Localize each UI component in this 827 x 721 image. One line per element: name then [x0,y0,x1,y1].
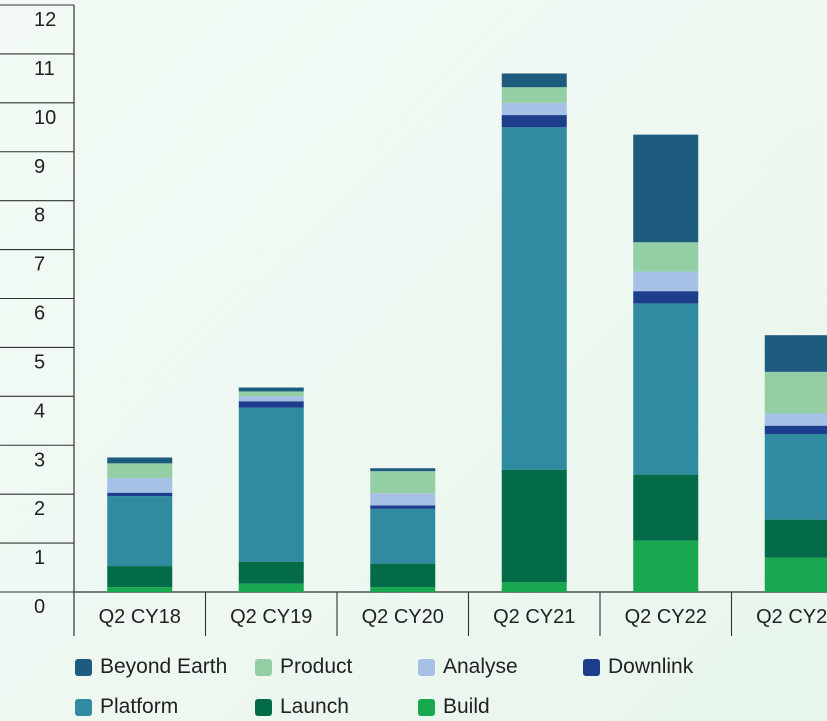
bar-segment-launch-5 [764,519,827,558]
legend-swatch-launch [255,698,272,716]
bar-segment-build-5 [764,557,827,592]
legend-label-launch: Launch [280,695,349,718]
legend-label-build: Build [443,695,490,718]
bar-segment-platform-5 [764,433,827,520]
bar-segment-launch-4 [633,474,699,541]
bar-segment-launch-1 [238,561,304,584]
y-tick-label-8: 8 [34,205,45,227]
x-tick-label-0: Q2 CY18 [99,606,181,628]
bar-segment-product-3 [501,87,567,103]
y-tick-label-0: 0 [34,596,45,618]
x-tick-label-4: Q2 CY22 [625,606,707,628]
bar-segment-build-4 [633,540,699,592]
bar-segment-downlink-1 [238,401,304,408]
legend-swatch-product [255,658,272,676]
legend-swatch-build [418,698,435,716]
bar-segment-downlink-2 [370,505,436,509]
bar-segment-build-3 [501,582,567,592]
legend-swatch-beyond-earth [75,658,92,676]
bar-segment-platform-2 [370,508,436,564]
bar-segment-beyond-earth-4 [633,134,699,243]
bar-segment-product-2 [370,471,436,494]
bar-segment-analyse-5 [764,413,827,426]
legend-item-platform: Platform [75,695,178,719]
legend-label-downlink: Downlink [608,655,694,678]
legend-label-beyond-earth: Beyond Earth [100,655,228,678]
bar-segment-launch-2 [370,563,436,588]
legend-label-analyse: Analyse [443,655,518,678]
bar-segment-analyse-4 [633,271,699,292]
y-tick-label-10: 10 [34,107,56,129]
bar-segment-platform-4 [633,303,699,475]
y-tick-label-12: 12 [34,9,56,31]
y-tick-label-11: 11 [34,58,55,80]
bar-segment-product-1 [238,391,304,397]
legend-item-beyond-earth: Beyond Earth [75,655,227,679]
y-tick-label-9: 9 [34,156,45,178]
x-tick-label-5: Q2 CY23 [756,606,827,628]
bar-segment-product-5 [764,371,827,414]
legend-swatch-analyse [418,658,435,676]
bar-segment-beyond-earth-1 [238,387,304,392]
bar-segment-analyse-2 [370,493,436,506]
x-tick-label-3: Q2 CY21 [493,606,575,628]
legend-label-platform: Platform [100,695,179,718]
y-tick-label-1: 1 [34,547,45,569]
bar-segment-build-0 [107,587,173,592]
bar-segment-beyond-earth-5 [764,335,827,372]
legend-item-build: Build [418,695,490,719]
legend-label-product: Product [280,655,353,678]
bar-segment-downlink-4 [633,291,699,304]
bar-segment-platform-0 [107,496,173,567]
bar-segment-analyse-1 [238,396,304,402]
bar-segment-beyond-earth-0 [107,457,173,464]
y-tick-label-2: 2 [34,498,45,520]
y-tick-label-3: 3 [34,449,45,471]
legend-swatch-platform [75,698,92,716]
bar-segment-analyse-0 [107,478,173,493]
y-tick-label-6: 6 [34,303,45,325]
bar-segment-platform-3 [501,127,567,470]
bar-segment-beyond-earth-2 [370,468,436,472]
legend-item-product: Product [255,655,352,679]
bar-segment-launch-0 [107,566,173,588]
bar-segment-analyse-3 [501,102,567,116]
bar-segment-downlink-3 [501,115,567,128]
bar-segment-launch-3 [501,469,567,583]
legend-swatch-downlink [583,658,600,676]
y-tick-label-7: 7 [34,254,45,276]
bar-segment-beyond-earth-3 [501,73,567,88]
bar-segment-build-2 [370,587,436,592]
y-tick-label-5: 5 [34,351,45,373]
legend-item-analyse: Analyse [418,655,518,679]
x-tick-label-2: Q2 CY20 [362,606,444,628]
x-tick-label-1: Q2 CY19 [230,606,312,628]
legend-item-downlink: Downlink [583,655,693,679]
bar-segment-downlink-0 [107,492,173,497]
bar-segment-build-1 [238,583,304,592]
legend-item-launch: Launch [255,695,349,719]
bar-segment-product-4 [633,242,699,272]
bar-segment-platform-1 [238,407,304,562]
bar-segment-downlink-5 [764,425,827,434]
bar-segment-product-0 [107,463,173,479]
y-tick-label-4: 4 [34,400,45,422]
